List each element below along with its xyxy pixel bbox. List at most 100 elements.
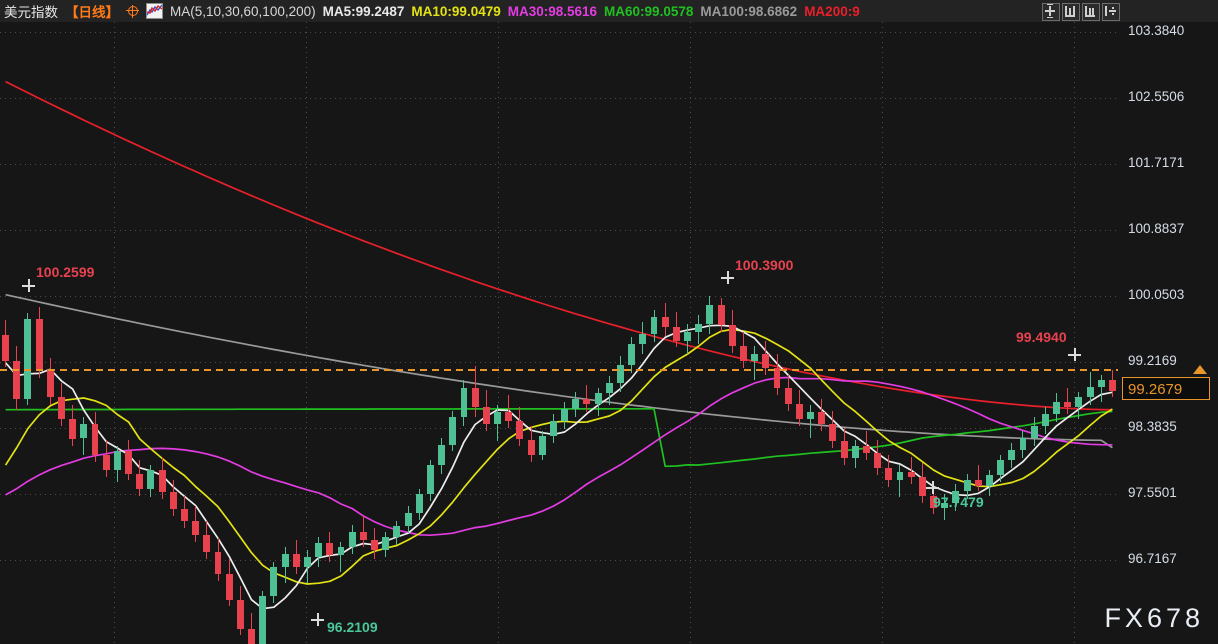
candle-body	[1086, 386, 1094, 397]
candle-body	[840, 441, 848, 459]
extreme-point-marker	[721, 271, 734, 284]
grid-line-vertical	[498, 22, 499, 644]
candle-body	[862, 446, 870, 454]
candle-body	[13, 361, 21, 399]
candle-body	[516, 420, 524, 440]
candle-body	[270, 567, 278, 597]
axis-tick-label: 100.0503	[1128, 287, 1185, 302]
moving-average-layer	[0, 22, 1118, 644]
candle-body	[404, 512, 412, 527]
candle-body	[773, 367, 781, 389]
axis-tick-label: 101.7171	[1128, 155, 1185, 170]
candle-body	[918, 476, 926, 496]
grid-line-vertical	[306, 22, 307, 644]
ma-line-ma100	[5, 293, 1113, 449]
candle-body	[1075, 396, 1083, 408]
jump-start-button[interactable]	[1062, 3, 1080, 21]
price-axis[interactable]: 99.2679 FX678 103.3840 102.5506 101.7171 10…	[1104, 22, 1218, 644]
candle-body	[717, 304, 725, 326]
current-price-line	[0, 369, 1118, 371]
axis-tick-label: 100.8837	[1128, 221, 1185, 236]
candle-body	[46, 369, 54, 397]
jump-end-button[interactable]	[1102, 3, 1120, 21]
candle-body	[1097, 379, 1105, 387]
candle-body	[874, 453, 882, 469]
pan-tool-button[interactable]	[1042, 3, 1060, 21]
grid-line-horizontal	[0, 230, 1118, 231]
price-annotation-label: 96.2109	[327, 619, 378, 635]
candle-body	[661, 316, 669, 328]
candle-body	[672, 327, 680, 341]
candle-body	[91, 424, 99, 455]
candle-body	[1108, 379, 1116, 391]
ma100-readout: MA100:98.6862	[700, 3, 798, 19]
candle-body	[203, 534, 211, 552]
crosshair-circle-icon[interactable]	[126, 4, 139, 18]
candle-body	[751, 354, 759, 362]
candle-body	[605, 383, 613, 394]
candle-body	[795, 403, 803, 420]
candle-body	[80, 424, 88, 438]
candle-body	[985, 475, 993, 486]
step-back-button[interactable]	[1082, 3, 1100, 21]
candle-body	[292, 553, 300, 568]
candle-body	[438, 444, 446, 466]
candle-body	[214, 551, 222, 575]
candle-body	[896, 471, 904, 481]
candle-body	[426, 465, 434, 495]
ma-definition-label: MA(5,10,30,60,100,200)	[170, 3, 316, 19]
candle-body	[974, 480, 982, 486]
grid-line-vertical	[1074, 22, 1075, 644]
candle-body	[1064, 402, 1072, 408]
candle-body	[382, 536, 390, 551]
candle-body	[181, 509, 188, 522]
chart-header-bar: 美元指数 【日线】 MA(5,10,30,60,100,200) MA5:99.…	[0, 0, 1218, 22]
price-arrow-icon	[1193, 365, 1207, 374]
candle-body	[561, 408, 569, 421]
candle-body	[583, 398, 591, 404]
axis-tick-label: 102.5506	[1128, 89, 1185, 104]
candle-body	[1019, 437, 1027, 450]
axis-tick-label: 99.2169	[1128, 353, 1177, 368]
axis-tick-label: 97.5501	[1128, 485, 1177, 500]
ma-line-ma60	[5, 407, 1113, 468]
ma200-readout: MA200:9	[804, 3, 860, 19]
candle-body	[594, 393, 602, 404]
candle-body	[393, 526, 401, 537]
grid-line-horizontal	[0, 164, 1118, 165]
candle-body	[69, 419, 77, 440]
ma5-readout: MA5:99.2487	[322, 3, 405, 19]
candle-body	[527, 439, 535, 455]
candle-wick	[977, 465, 979, 491]
ma-line-ma30	[5, 376, 1113, 537]
candle-body	[706, 304, 714, 324]
candle-body	[471, 388, 479, 408]
candle-body	[549, 420, 557, 437]
grid-line-horizontal	[0, 296, 1118, 297]
candle-body	[684, 332, 692, 341]
candle-body	[1030, 425, 1038, 438]
candle-body	[695, 323, 703, 333]
candle-body	[24, 318, 32, 399]
extreme-point-marker	[311, 613, 324, 626]
grid-line-horizontal	[0, 362, 1118, 363]
candle-wick	[899, 465, 901, 498]
candle-body	[158, 470, 166, 493]
candle-body	[941, 502, 949, 508]
axis-tick-label: 103.3840	[1128, 23, 1185, 38]
candle-body	[1008, 449, 1016, 460]
candle-body	[650, 316, 658, 334]
candle-body	[125, 451, 133, 474]
candle-layer	[0, 22, 1118, 644]
candlestick-plot-area[interactable]: 100.2599 100.3900 99.4940 96.2109 97.7479	[0, 22, 1118, 644]
candle-body	[315, 543, 323, 558]
grid-line-horizontal	[0, 560, 1118, 561]
candle-body	[449, 417, 457, 445]
candle-body	[147, 470, 155, 489]
candle-body	[997, 459, 1005, 476]
candle-body	[348, 531, 356, 547]
candle-body	[494, 412, 501, 425]
chart-thumbnail-icon[interactable]	[146, 3, 163, 19]
candle-body	[136, 473, 144, 489]
candle-body	[169, 492, 177, 510]
